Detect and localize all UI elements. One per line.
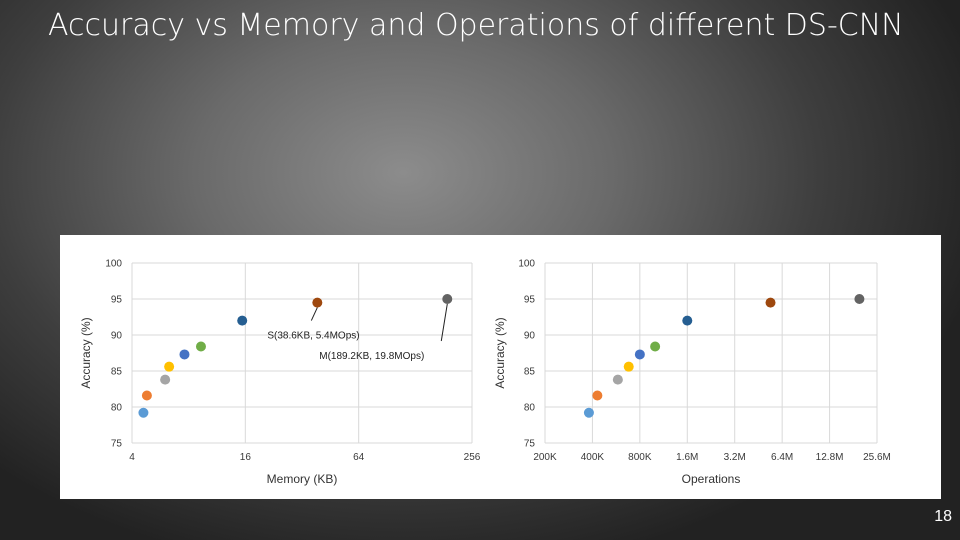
x-tick-label: 200K — [533, 452, 557, 463]
data-point — [765, 297, 776, 308]
y-tick-label: 90 — [524, 331, 536, 342]
y-tick-label: 80 — [524, 403, 536, 414]
annotation-label: M(189.2KB, 19.8MOps) — [319, 351, 424, 362]
annotation-leader-line — [310, 307, 318, 321]
y-axis-title: Accuracy (%) — [79, 317, 93, 388]
data-point — [634, 349, 645, 360]
chart-1: 75 80 85 90 95 100 4 16 64 256 Memory (KB) Accuracy… — [79, 259, 481, 487]
annotation-label: S(38.6KB, 5.4MOps) — [267, 331, 359, 342]
data-point — [312, 297, 323, 308]
data-point — [195, 341, 206, 352]
y-tick-label: 95 — [524, 295, 536, 306]
x-tick-label: 4 — [129, 452, 135, 463]
data-point — [138, 407, 149, 418]
data-point — [160, 374, 171, 385]
x-tick-label: 12.8M — [816, 452, 844, 463]
y-tick-label: 90 — [111, 331, 123, 342]
charts-svg: 75 80 85 90 95 100 4 16 64 256 Memory (KB) Accuracy… — [79, 259, 891, 487]
data-point — [854, 294, 865, 304]
data-point — [682, 315, 693, 326]
chart-2: 75 80 85 90 95 100 200K 400K 800K 1.6M 3.2M 6.4M 12.… — [493, 259, 891, 487]
x-axis-title: Memory (KB) — [267, 472, 338, 486]
y-tick-label: 95 — [111, 295, 123, 306]
y-tick-label: 100 — [518, 259, 535, 270]
x-tick-label: 256 — [464, 452, 481, 463]
data-point — [592, 390, 603, 401]
x-tick-label: 400K — [581, 452, 605, 463]
figure-panel: 75 80 85 90 95 100 4 16 64 256 Memory (KB) Accuracy… — [60, 235, 941, 499]
x-axis-title: Operations — [682, 472, 741, 486]
x-tick-label: 64 — [353, 452, 365, 463]
x-tick-label: 6.4M — [771, 452, 793, 463]
page-number: 18 — [934, 508, 952, 525]
data-point — [623, 361, 634, 372]
y-tick-label: 75 — [111, 439, 123, 450]
data-point — [164, 361, 175, 372]
data-point — [179, 349, 190, 360]
x-tick-label: 1.6M — [676, 452, 698, 463]
x-tick-label: 25.6M — [863, 452, 891, 463]
annotation-leader-line — [440, 303, 448, 342]
x-tick-label: 16 — [240, 452, 252, 463]
data-point — [650, 341, 661, 352]
y-tick-label: 85 — [524, 367, 536, 378]
y-axis-title: Accuracy (%) — [493, 317, 507, 388]
slide-title: Accuracy vs Memory and Operations of dif… — [48, 8, 904, 43]
x-tick-label: 3.2M — [724, 452, 746, 463]
x-tick-label: 800K — [628, 452, 652, 463]
y-tick-label: 85 — [111, 367, 123, 378]
data-point — [442, 294, 453, 304]
data-point — [583, 407, 594, 418]
data-point — [237, 315, 248, 326]
y-tick-label: 100 — [105, 259, 122, 270]
y-tick-label: 75 — [524, 439, 536, 450]
data-point — [141, 390, 152, 401]
y-tick-label: 80 — [111, 403, 123, 414]
data-point — [612, 374, 623, 385]
